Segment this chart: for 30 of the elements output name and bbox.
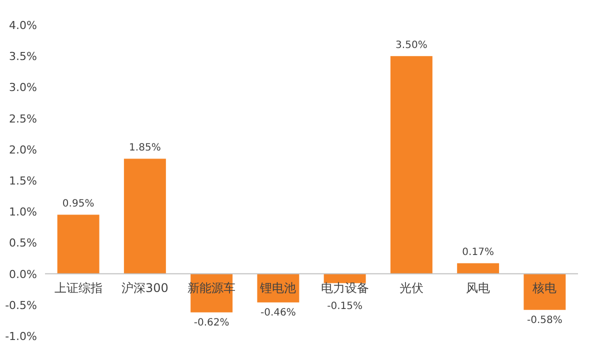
x-tick-label: 核电 bbox=[532, 280, 557, 295]
y-tick-label: 3.5% bbox=[9, 50, 37, 64]
y-tick-label: 1.5% bbox=[9, 174, 37, 188]
y-tick-label: 0.0% bbox=[9, 268, 37, 281]
x-tick-label: 光伏 bbox=[399, 280, 424, 295]
y-tick-label: 2.0% bbox=[9, 143, 37, 156]
data-label: 1.85% bbox=[129, 142, 161, 154]
data-label: -0.46% bbox=[260, 307, 296, 318]
y-tick-label: 0.5% bbox=[9, 236, 37, 250]
data-label: 0.95% bbox=[62, 198, 94, 210]
data-label: -0.15% bbox=[327, 300, 363, 312]
x-tick-label: 上证综指 bbox=[54, 280, 102, 295]
bar bbox=[124, 158, 166, 274]
x-tick-label: 风电 bbox=[466, 280, 490, 295]
bar bbox=[457, 263, 500, 274]
y-tick-label: 2.5% bbox=[9, 112, 37, 126]
data-label: -0.58% bbox=[526, 314, 562, 326]
x-tick-label: 锂电池 bbox=[259, 280, 296, 295]
data-label: 0.17% bbox=[462, 247, 494, 258]
data-label: 3.50% bbox=[396, 40, 428, 52]
x-tick-label: 沪深300 bbox=[121, 280, 168, 295]
data-label: -0.62% bbox=[194, 317, 230, 328]
y-tick-label: 1.0% bbox=[9, 206, 37, 219]
y-tick-label: -0.5% bbox=[5, 298, 37, 312]
bar bbox=[57, 214, 100, 274]
y-tick-label: 3.0% bbox=[9, 81, 37, 94]
x-tick-label: 电力设备 bbox=[320, 280, 369, 295]
bar bbox=[390, 56, 432, 274]
y-tick-label: 4.0% bbox=[9, 19, 37, 32]
y-tick-label: -1.0% bbox=[5, 330, 37, 343]
